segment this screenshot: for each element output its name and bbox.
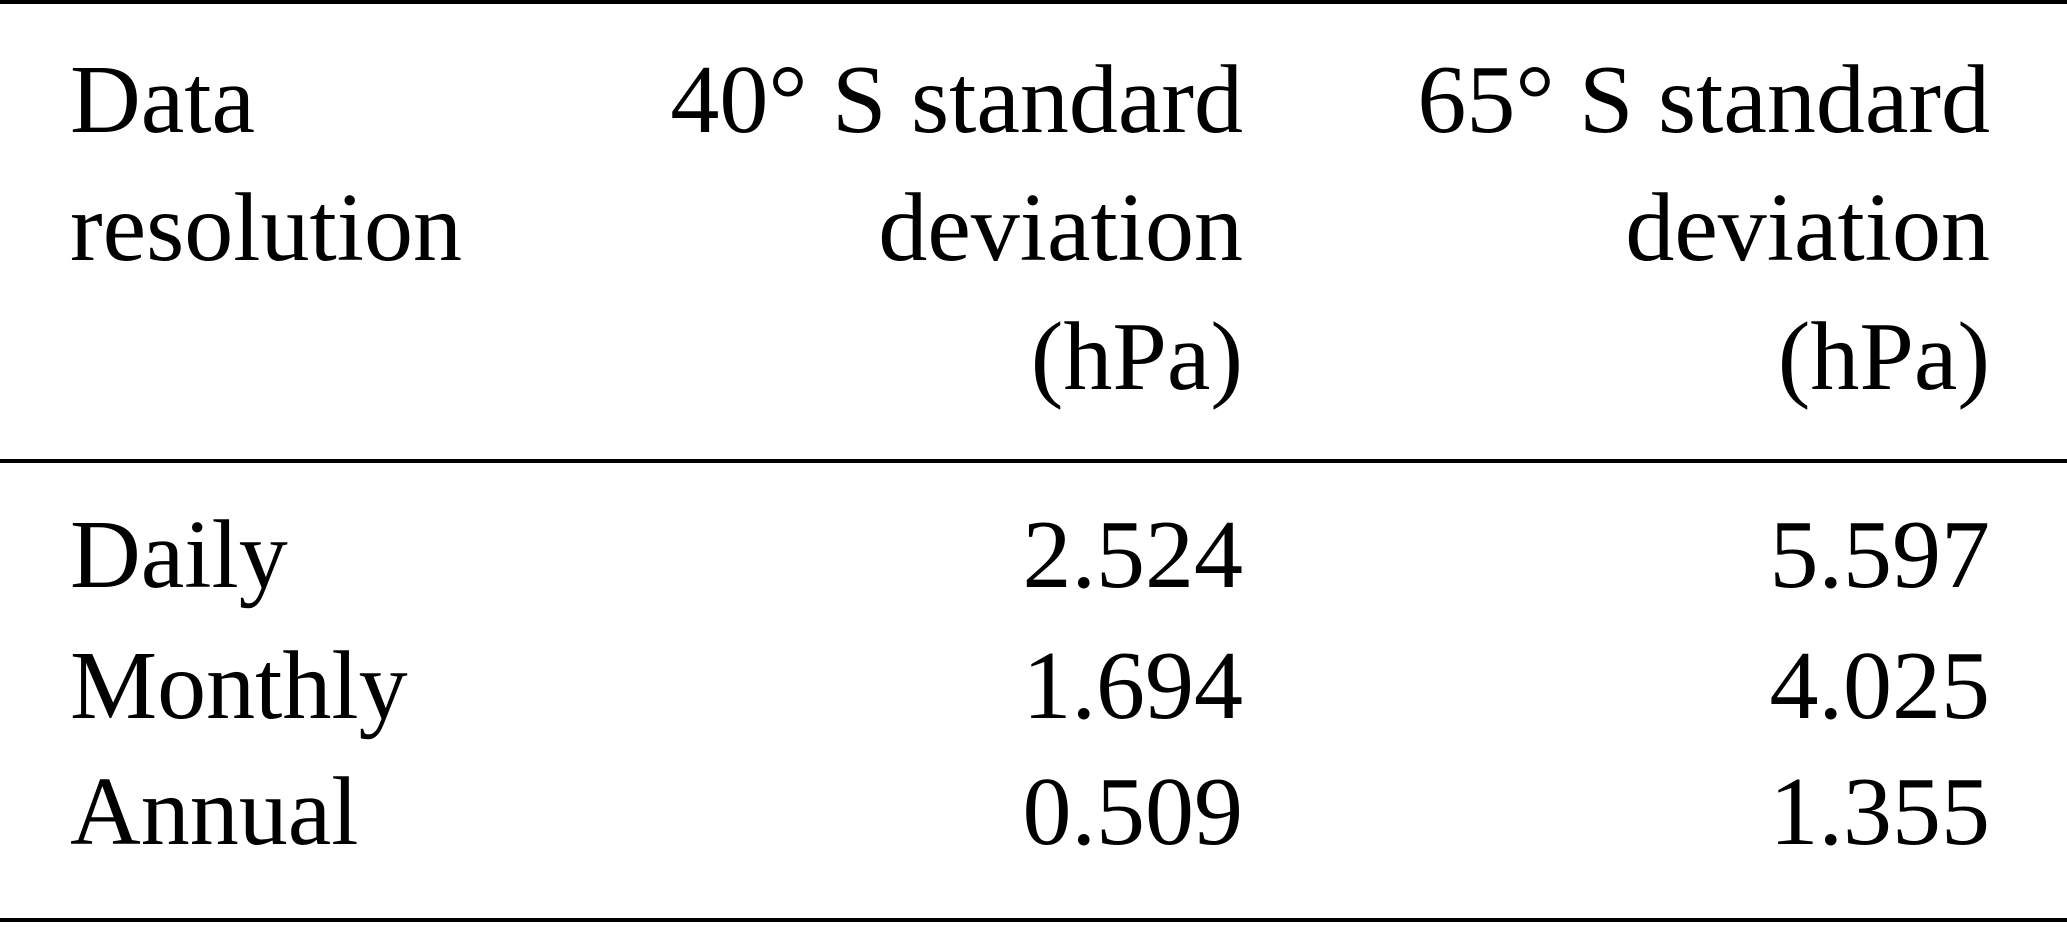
table-cell: 0.509 (1023, 758, 1244, 866)
header-cell: resolution (70, 174, 462, 282)
header-cell: 65° S standard (1417, 46, 1990, 154)
header-cell: deviation (1625, 174, 1990, 282)
table-cell: Monthly (70, 632, 408, 740)
header-cell: (hPa) (1778, 303, 1990, 411)
table-cell: 1.694 (1023, 632, 1244, 740)
header-rule (0, 459, 2067, 463)
table-cell: 4.025 (1770, 632, 1991, 740)
table-cell: 2.524 (1023, 501, 1244, 609)
table-cell: 1.355 (1770, 758, 1991, 866)
header-cell: (hPa) (1031, 303, 1243, 411)
table-cell: Daily (70, 501, 288, 609)
header-cell: deviation (878, 174, 1243, 282)
table-cell: Annual (70, 758, 359, 866)
table-cell: 5.597 (1770, 501, 1991, 609)
bottom-rule (0, 918, 2067, 922)
top-rule (0, 0, 2067, 4)
header-cell: 40° S standard (670, 46, 1243, 154)
header-cell: Data (70, 46, 255, 154)
